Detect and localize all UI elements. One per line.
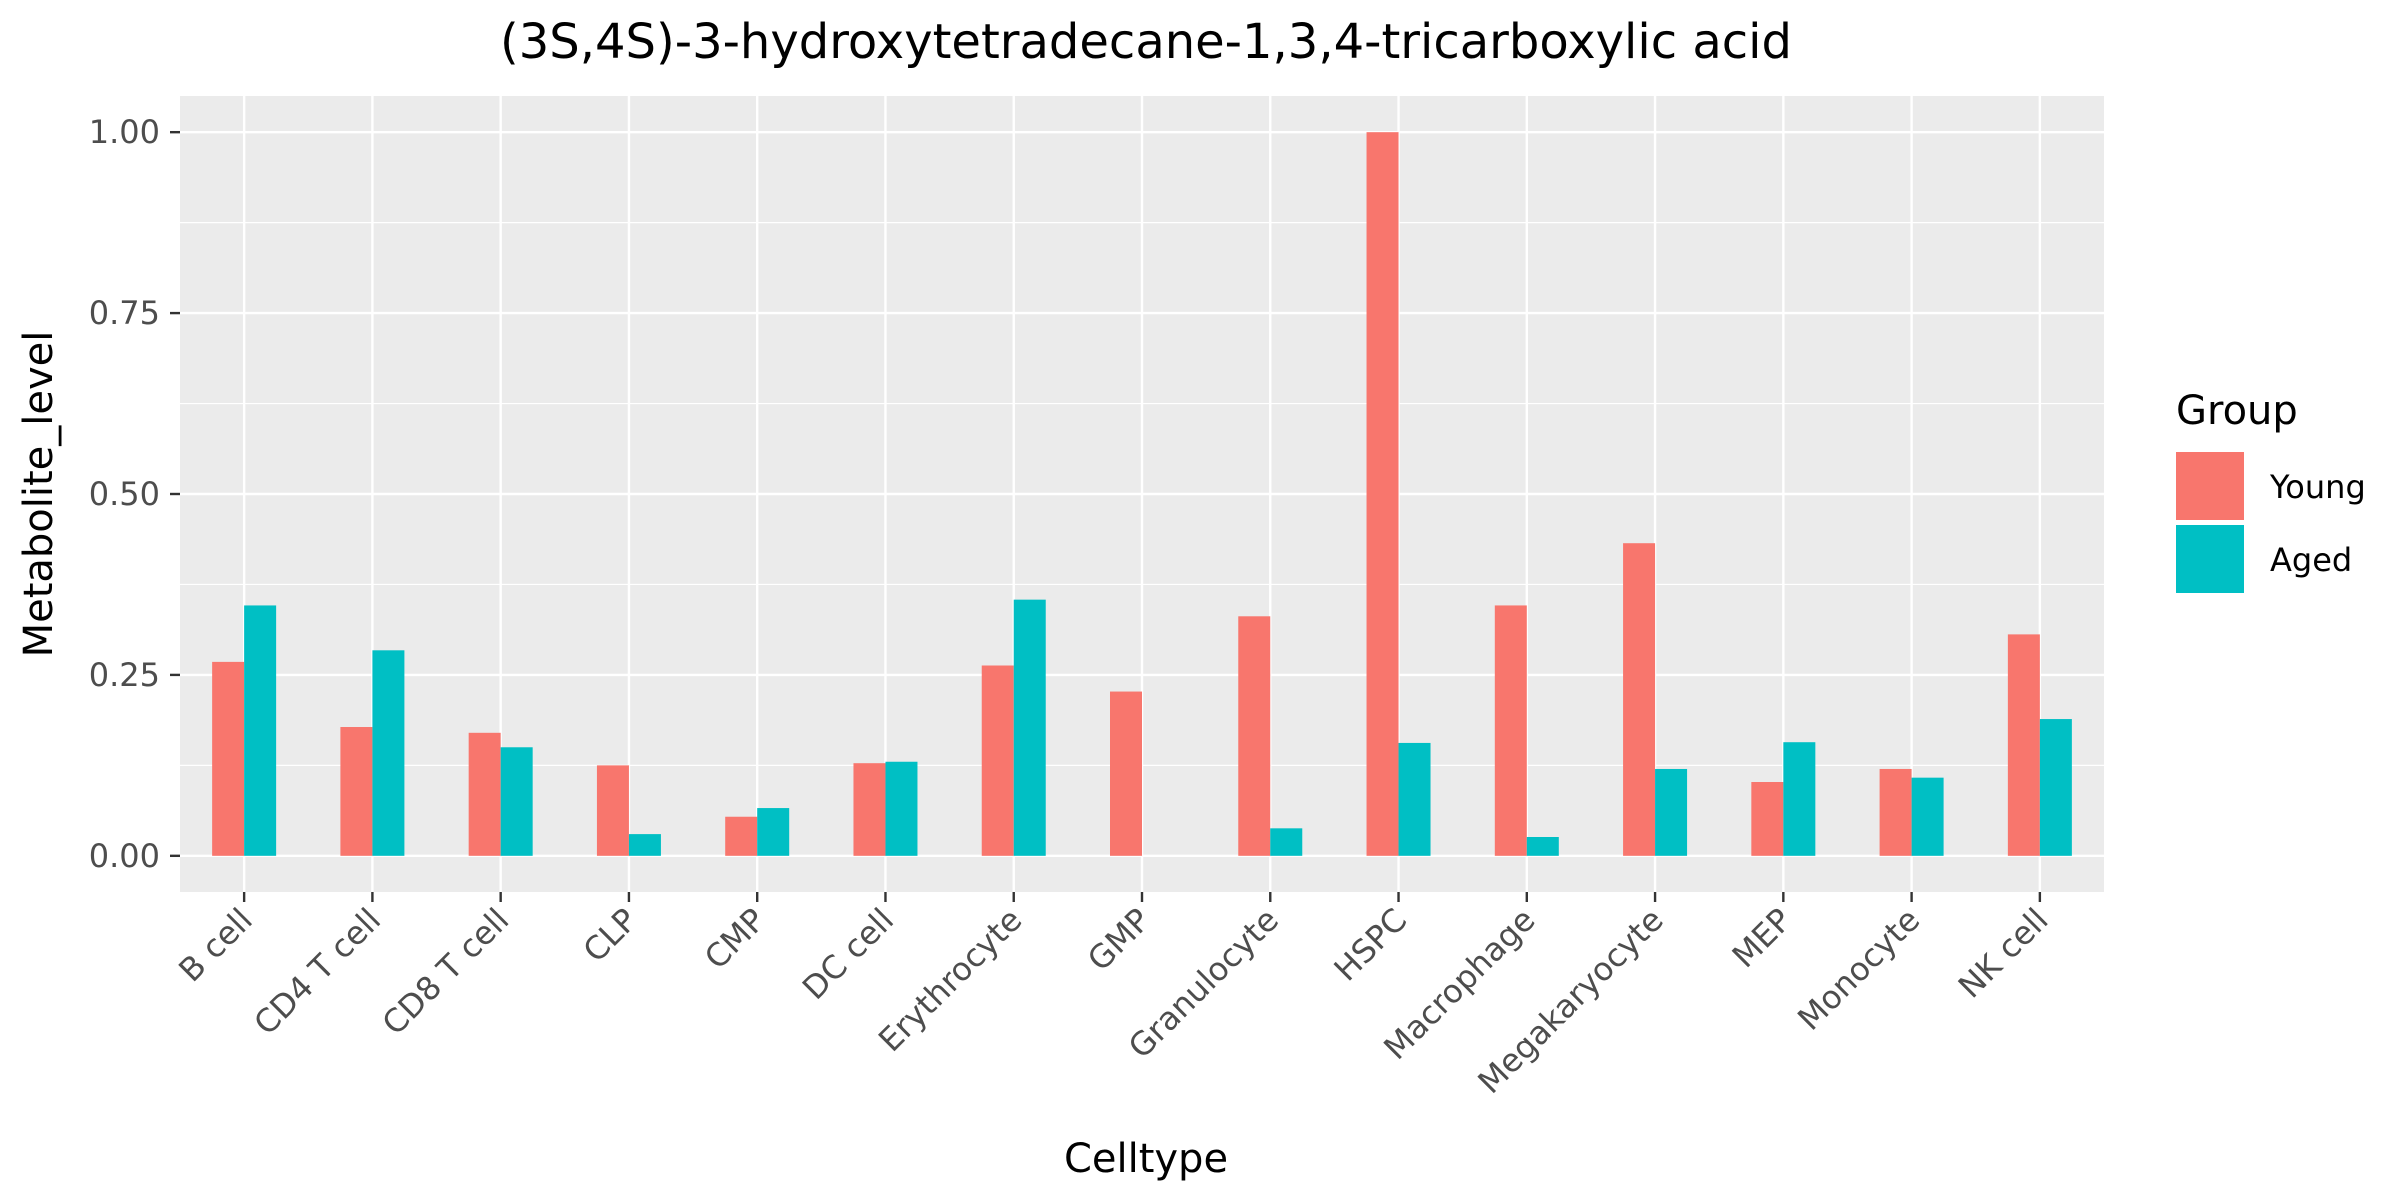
legend-label-young: Young [2269,468,2366,506]
bar-young [1879,768,1912,856]
x-tick-label: HSPC [1326,901,1414,989]
x-tick-label: MEP [1725,901,1799,975]
y-tick-label: 0.75 [89,294,160,332]
x-tick-label: GMP [1080,901,1158,979]
x-axis-title: Celltype [1064,1136,1228,1182]
bar-aged [1911,777,1944,856]
chart-title: (3S,4S)-3-hydroxytetradecane-1,3,4-trica… [500,14,1792,70]
bar-young [340,727,373,856]
bar-aged [1783,742,1816,856]
y-tick-label: 0.00 [89,837,160,875]
bar-aged [1398,742,1431,856]
bar-young [1751,782,1784,856]
x-tick-label: DC cell [795,901,901,1007]
x-tick-label: B cell [171,901,260,990]
bar-young [1623,543,1656,856]
x-tick-label: Monocyte [1790,901,1927,1038]
bar-young [1110,691,1142,856]
bar-young [596,765,629,856]
bar-aged [1655,768,1688,856]
legend: Group Young Aged [2176,388,2366,593]
x-tick-label: CLP [576,901,645,970]
x-tick-label: CD4 T cell [246,901,388,1043]
x-tick-label: NK cell [1951,901,2056,1006]
bar-young [1494,605,1527,856]
bar-young [212,661,245,856]
bar-aged [500,747,533,856]
bar-aged [372,650,405,856]
legend-label-aged: Aged [2270,541,2352,579]
bars [212,132,2072,856]
bar-aged [2039,719,2072,856]
bar-aged [885,761,918,856]
bar-aged [628,834,661,856]
bar-young [1238,616,1271,856]
x-tick-label: CMP [697,901,773,977]
legend-key-aged [2176,525,2244,593]
y-tick-label: 1.00 [89,113,160,151]
legend-title: Group [2176,388,2298,434]
bar-young [2007,634,2040,856]
y-axis: 0.00 0.25 0.50 0.75 1.00 [89,113,180,875]
y-tick-label: 0.25 [89,656,160,694]
y-axis-title: Metabolite_level [16,331,62,658]
bar-aged [1270,828,1303,856]
bar-aged [244,605,277,856]
bar-young [1366,132,1399,856]
bar-young [853,763,886,856]
legend-key-young [2176,452,2244,520]
bar-young [981,665,1014,856]
bar-young [468,732,501,856]
bar-aged [1013,599,1046,856]
bar-young [725,816,758,856]
x-tick-label: CD8 T cell [375,901,517,1043]
bar-aged [1526,837,1559,856]
bar-aged [757,808,790,856]
y-tick-label: 0.50 [89,475,160,513]
